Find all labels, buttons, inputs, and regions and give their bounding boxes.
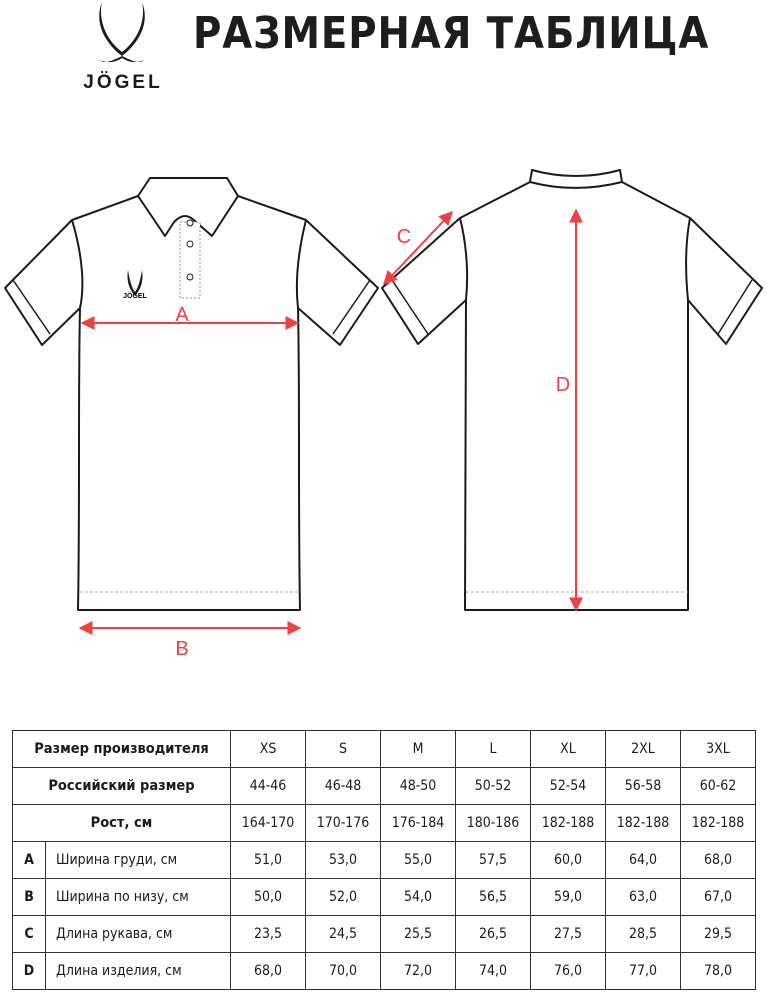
table-row: B Ширина по низу, см 50,0 52,0 54,0 56,5 59,0 6…: [12, 878, 756, 916]
table-cell: 67,0: [680, 878, 756, 916]
table-cell: 51,0: [230, 841, 306, 879]
table-row: Рост, см 164-170 170-176 176-184 180-186 182-…: [12, 804, 756, 842]
table-cell: 74,0: [455, 952, 531, 990]
front-shirt: [4, 177, 379, 611]
table-cell: 52-54: [530, 767, 606, 805]
row-label: Ширина по низу, см: [45, 878, 231, 916]
table-cell: S: [305, 730, 381, 768]
row-label: Размер производителя: [12, 730, 231, 768]
table-cell: 70,0: [305, 952, 381, 990]
table-cell: XS: [230, 730, 306, 768]
table-cell: 72,0: [380, 952, 456, 990]
label-c: C: [397, 226, 411, 248]
table-row: D Длина изделия, см 68,0 70,0 72,0 74,0 76,0 77…: [12, 952, 756, 990]
table-cell: 27,5: [530, 915, 606, 953]
table-cell: 52,0: [305, 878, 381, 916]
table-cell: 78,0: [680, 952, 756, 990]
row-label: Российский размер: [12, 767, 231, 805]
table-cell: 63,0: [605, 878, 681, 916]
table-row: Российский размер 44-46 46-48 48-50 50-52 52-…: [12, 767, 756, 805]
row-label: Ширина груди, см: [45, 841, 231, 879]
table-cell: 68,0: [680, 841, 756, 879]
table-cell: 24,5: [305, 915, 381, 953]
table-cell: 50-52: [455, 767, 531, 805]
row-letter: D: [12, 952, 46, 990]
table-cell: 2XL: [605, 730, 681, 768]
table-row: Размер производителя XS S M L XL 2XL 3XL: [12, 730, 756, 768]
table-cell: 182-188: [605, 804, 681, 842]
table-cell: 25,5: [380, 915, 456, 953]
table-cell: 57,5: [455, 841, 531, 879]
table-cell: 180-186: [455, 804, 531, 842]
row-letter: A: [12, 841, 46, 879]
table-cell: 55,0: [380, 841, 456, 879]
table-cell: 23,5: [230, 915, 306, 953]
shirt-logo-text: JÖGEL: [123, 291, 147, 300]
size-table: Размер производителя XS S M L XL 2XL 3XL Российс…: [12, 730, 756, 990]
table-cell: 56-58: [605, 767, 681, 805]
table-cell: 54,0: [380, 878, 456, 916]
table-cell: M: [380, 730, 456, 768]
table-cell: 26,5: [455, 915, 531, 953]
page-title: РАЗМЕРНАЯ ТАБЛИЦА: [193, 8, 710, 59]
brand-name: JÖGEL: [83, 72, 163, 93]
table-cell: 182-188: [530, 804, 606, 842]
table-cell: 59,0: [530, 878, 606, 916]
label-d: D: [556, 374, 570, 396]
row-letter: C: [12, 915, 46, 953]
table-cell: L: [455, 730, 531, 768]
table-cell: XL: [530, 730, 606, 768]
label-b: B: [175, 638, 188, 660]
table-cell: 77,0: [605, 952, 681, 990]
measure-c-arrow: [383, 210, 453, 286]
table-cell: 44-46: [230, 767, 306, 805]
table-cell: 164-170: [230, 804, 306, 842]
table-cell: 48-50: [380, 767, 456, 805]
back-shirt: [381, 169, 763, 611]
table-cell: 170-176: [305, 804, 381, 842]
table-cell: 46-48: [305, 767, 381, 805]
row-label: Рост, см: [12, 804, 231, 842]
table-cell: 56,5: [455, 878, 531, 916]
size-diagram: JÖGEL A B C D: [4, 169, 763, 660]
row-letter: B: [12, 878, 46, 916]
row-label: Длина рукава, см: [45, 915, 231, 953]
table-row: C Длина рукава, см 23,5 24,5 25,5 26,5 27,5 28,…: [12, 915, 756, 953]
table-cell: 182-188: [680, 804, 756, 842]
table-cell: 68,0: [230, 952, 306, 990]
row-label: Длина изделия, см: [45, 952, 231, 990]
table-cell: 176-184: [380, 804, 456, 842]
label-a: A: [175, 304, 189, 326]
table-cell: 3XL: [680, 730, 756, 768]
table-cell: 53,0: [305, 841, 381, 879]
table-cell: 60,0: [530, 841, 606, 879]
table-cell: 60-62: [680, 767, 756, 805]
table-cell: 50,0: [230, 878, 306, 916]
table-cell: 64,0: [605, 841, 681, 879]
table-cell: 28,5: [605, 915, 681, 953]
table-cell: 76,0: [530, 952, 606, 990]
table-cell: 29,5: [680, 915, 756, 953]
table-row: A Ширина груди, см 51,0 53,0 55,0 57,5 60,0 64,…: [12, 841, 756, 879]
